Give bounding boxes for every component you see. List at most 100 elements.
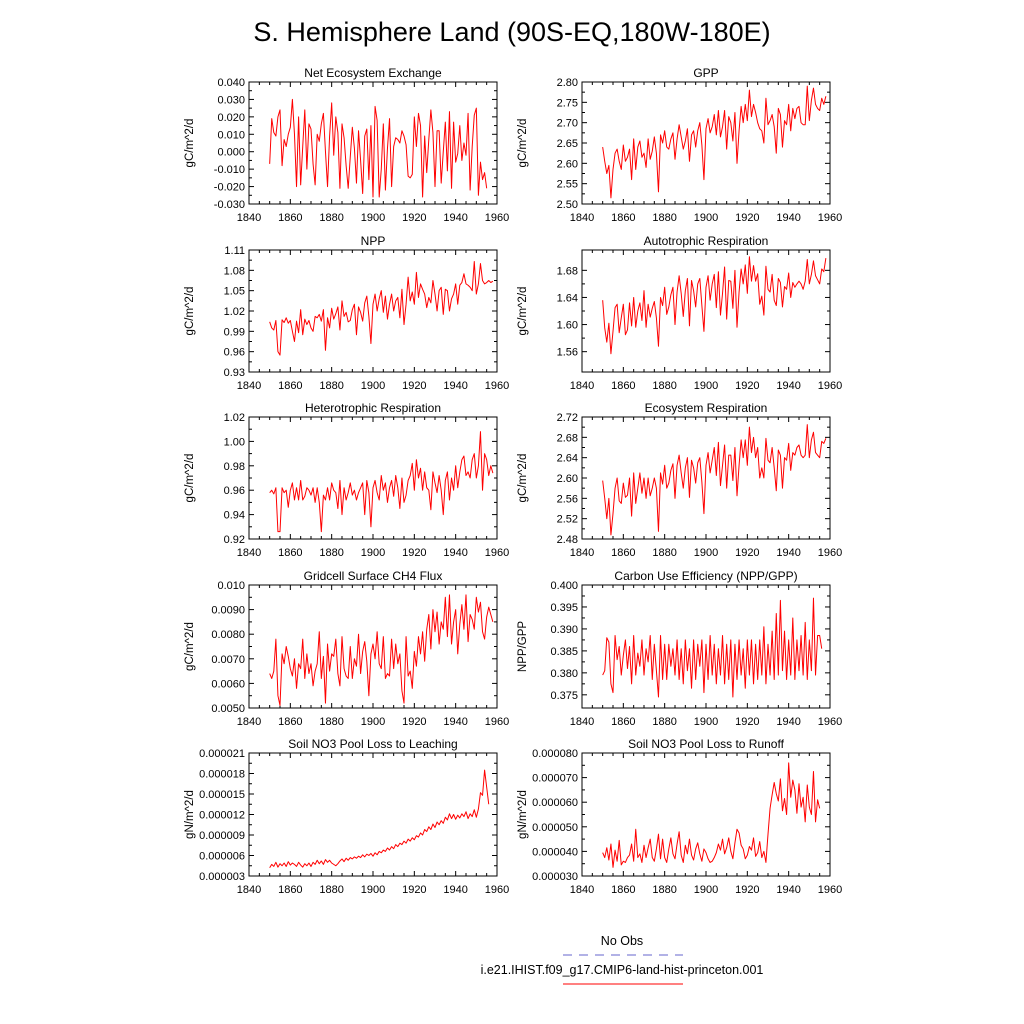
series-line	[602, 762, 821, 868]
y-tick-label: 0.000015	[199, 789, 245, 801]
x-tick-label: 1880	[319, 716, 343, 728]
y-tick-label: 0.010	[217, 580, 245, 592]
legend-model-label: i.e21.IHIST.f09_g17.CMIP6-land-hist-prin…	[481, 963, 764, 977]
panel-title: Heterotrophic Respiration	[305, 401, 441, 415]
x-tick-label: 1920	[735, 380, 759, 392]
x-tick-label: 1880	[652, 380, 676, 392]
x-tick-label: 1840	[237, 212, 261, 224]
y-axis-label: gN/m^2/d	[517, 790, 529, 839]
plot-frame	[248, 416, 498, 540]
x-tick-label: 1840	[237, 547, 261, 559]
series-line	[602, 597, 823, 698]
x-tick-label: 1880	[319, 212, 343, 224]
y-tick-label: -0.030	[214, 199, 245, 211]
x-tick-label: 1960	[818, 212, 842, 224]
x-tick-label: 1940	[443, 547, 467, 559]
plot-frame	[581, 81, 831, 205]
x-tick-label: 1880	[652, 547, 676, 559]
y-tick-label: 2.52	[557, 514, 578, 526]
panel-title: Gridcell Surface CH4 Flux	[304, 569, 443, 583]
panel-9: Soil NO3 Pool Loss to Runoff gN/m^2/d 1840…	[517, 737, 842, 896]
plot-frame	[581, 752, 831, 877]
x-tick-label: 1900	[694, 380, 718, 392]
y-tick-label: 2.64	[557, 453, 578, 465]
x-tick-label: 1840	[570, 212, 594, 224]
panel-title: Soil NO3 Pool Loss to Runoff	[628, 737, 785, 751]
panel-title: GPP	[693, 66, 718, 80]
x-tick-label: 1860	[611, 884, 635, 896]
y-tick-label: 0.390	[550, 624, 578, 636]
panel-8: Soil NO3 Pool Loss to Leaching gN/m^2/d 18…	[184, 737, 509, 896]
y-tick-label: 2.80	[557, 77, 578, 89]
x-tick-label: 1960	[818, 380, 842, 392]
y-tick-label: 1.68	[557, 265, 578, 277]
x-tick-label: 1920	[735, 212, 759, 224]
panel-title: Soil NO3 Pool Loss to Leaching	[288, 737, 457, 751]
x-tick-label: 1920	[402, 212, 426, 224]
x-tick-label: 1860	[611, 212, 635, 224]
x-tick-label: 1920	[402, 716, 426, 728]
y-tick-label: 0.0070	[211, 654, 245, 666]
x-tick-label: 1920	[735, 716, 759, 728]
x-tick-label: 1860	[611, 380, 635, 392]
panel-6: Gridcell Surface CH4 Flux gC/m^2/d 1840 186…	[184, 569, 509, 728]
x-tick-label: 1920	[402, 380, 426, 392]
y-tick-label: 0.000040	[532, 846, 578, 858]
x-tick-label: 1900	[361, 212, 385, 224]
x-tick-label: 1860	[278, 884, 302, 896]
plot-frame	[581, 416, 831, 540]
y-tick-label: 0.000003	[199, 871, 245, 883]
y-tick-label: 0.000012	[199, 810, 245, 822]
y-tick-label: 0.400	[550, 580, 578, 592]
y-tick-label: 0.040	[217, 77, 245, 89]
y-axis-label: gC/m^2/d	[517, 287, 529, 336]
legend-obs-label: No Obs	[601, 934, 643, 948]
x-tick-label: 1840	[237, 884, 261, 896]
x-tick-label: 1900	[694, 716, 718, 728]
y-tick-label: 2.70	[557, 118, 578, 130]
y-tick-label: 2.65	[557, 138, 578, 150]
x-tick-label: 1940	[776, 212, 800, 224]
x-tick-label: 1960	[818, 716, 842, 728]
y-tick-label: 1.05	[224, 286, 245, 298]
y-axis-label: gC/m^2/d	[184, 622, 196, 671]
y-axis-label: gC/m^2/d	[184, 287, 196, 336]
y-tick-label: 0.385	[550, 646, 578, 658]
y-tick-label: 2.75	[557, 97, 578, 109]
series-line	[269, 431, 494, 533]
series-line	[269, 261, 494, 356]
y-tick-label: 2.55	[557, 179, 578, 191]
panel-title: Net Ecosystem Exchange	[304, 66, 442, 80]
x-tick-label: 1900	[361, 380, 385, 392]
x-tick-label: 1840	[570, 884, 594, 896]
x-tick-label: 1900	[361, 884, 385, 896]
x-tick-label: 1940	[776, 716, 800, 728]
x-tick-label: 1920	[735, 884, 759, 896]
x-tick-label: 1860	[278, 716, 302, 728]
x-tick-label: 1880	[319, 884, 343, 896]
y-tick-label: 1.56	[557, 347, 578, 359]
x-tick-label: 1840	[570, 547, 594, 559]
x-tick-label: 1880	[652, 884, 676, 896]
panel-3: Autotrophic Respiration gC/m^2/d 1840 1860 1…	[517, 234, 842, 392]
x-tick-label: 1960	[485, 547, 509, 559]
y-tick-label: 0.98	[224, 461, 245, 473]
x-tick-label: 1900	[694, 884, 718, 896]
x-tick-label: 1920	[402, 547, 426, 559]
x-tick-label: 1940	[443, 380, 467, 392]
y-tick-label: 0.0090	[211, 605, 245, 617]
x-tick-label: 1900	[694, 547, 718, 559]
x-tick-label: 1940	[776, 884, 800, 896]
panel-2: NPP gC/m^2/d 1840 1860 1880 1900 1920 1940 1960 0…	[184, 234, 509, 392]
y-tick-label: 0.000	[217, 147, 245, 159]
y-axis-label: gC/m^2/d	[517, 454, 529, 503]
x-tick-label: 1840	[237, 716, 261, 728]
x-tick-label: 1860	[278, 547, 302, 559]
x-tick-label: 1880	[652, 716, 676, 728]
y-tick-label: 1.02	[224, 306, 245, 318]
y-tick-label: 0.0060	[211, 678, 245, 690]
series-line	[269, 594, 494, 707]
y-tick-label: 0.000009	[199, 830, 245, 842]
panel-1: GPP gC/m^2/d 1840 1860 1880 1900 1920 1940 1960 2…	[517, 66, 842, 224]
